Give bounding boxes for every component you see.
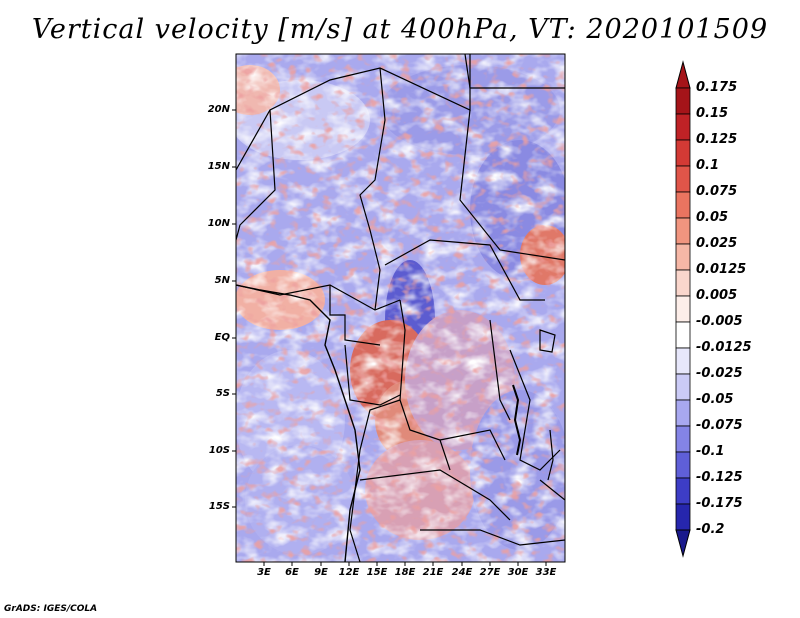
credit-text: GrADS: IGES/COLA	[4, 604, 98, 614]
colorbar-label: 0.0125	[696, 262, 747, 277]
colorbar-label: 0.15	[696, 106, 729, 121]
colorbar-segment	[675, 347, 691, 375]
lat-label-10n: 10N	[207, 218, 230, 229]
lon-label-33e: 33E	[535, 567, 557, 578]
axis-ticks	[232, 109, 547, 566]
colorbar-segment	[675, 399, 691, 427]
colorbar-label: 0.005	[696, 288, 738, 303]
colorbar-label: -0.075	[696, 418, 743, 433]
colorbar-segment	[675, 269, 691, 297]
lat-label-5s: 5S	[215, 388, 230, 399]
lon-label-30e: 30E	[507, 567, 529, 578]
lon-label-9e: 9E	[314, 567, 328, 578]
colorbar-segment	[675, 425, 691, 453]
lat-label-5n: 5N	[214, 275, 230, 286]
lon-label-24e: 24E	[451, 567, 473, 578]
colorbar-label: -0.1	[696, 444, 725, 459]
colorbar-label: -0.05	[696, 392, 734, 407]
colorbar-segment	[675, 503, 691, 531]
colorbar-label: 0.075	[696, 184, 738, 199]
lat-label-eq: EQ	[214, 332, 230, 343]
colorbar-label: -0.025	[696, 366, 743, 381]
colorbar-label: 0.125	[696, 132, 738, 147]
lon-label-3e: 3E	[257, 567, 271, 578]
chart-title: Vertical velocity [m/s] at 400hPa, VT: 2…	[31, 14, 769, 45]
colorbar-segment	[675, 113, 691, 141]
colorbar-label: -0.0125	[696, 340, 752, 355]
colorbar-label: -0.2	[696, 522, 725, 537]
colorbar-segment	[675, 191, 691, 219]
colorbar-segment	[675, 295, 691, 323]
colorbar-segment	[675, 243, 691, 271]
colorbar	[675, 60, 691, 558]
map-frame	[235, 53, 566, 563]
lon-label-15e: 15E	[366, 567, 388, 578]
colorbar-label: -0.175	[696, 496, 743, 511]
colorbar-segment	[675, 477, 691, 505]
lon-label-12e: 12E	[338, 567, 360, 578]
lon-label-21e: 21E	[422, 567, 444, 578]
colorbar-segment	[675, 217, 691, 245]
colorbar-segment	[675, 451, 691, 479]
lon-label-6e: 6E	[285, 567, 299, 578]
colorbar-segment	[675, 321, 691, 349]
colorbar-label: -0.005	[696, 314, 743, 329]
lon-label-27e: 27E	[479, 567, 501, 578]
colorbar-label: 0.175	[696, 80, 738, 95]
colorbar-label: -0.125	[696, 470, 743, 485]
colorbar-segment	[675, 87, 691, 115]
colorbar-top-arrow	[675, 60, 691, 89]
lon-label-18e: 18E	[394, 567, 416, 578]
velocity-field	[236, 54, 565, 562]
colorbar-segment	[675, 373, 691, 401]
colorbar-segment	[675, 139, 691, 167]
colorbar-label: 0.05	[696, 210, 729, 225]
lat-label-10s: 10S	[208, 445, 230, 456]
country-borders	[236, 54, 565, 562]
lat-label-15s: 15S	[208, 501, 230, 512]
colorbar-label: 0.1	[696, 158, 720, 173]
colorbar-bottom-arrow	[675, 529, 691, 558]
lat-label-20n: 20N	[207, 104, 230, 115]
colorbar-segment	[675, 165, 691, 193]
colorbar-label: 0.025	[696, 236, 738, 251]
lat-label-15n: 15N	[207, 161, 230, 172]
